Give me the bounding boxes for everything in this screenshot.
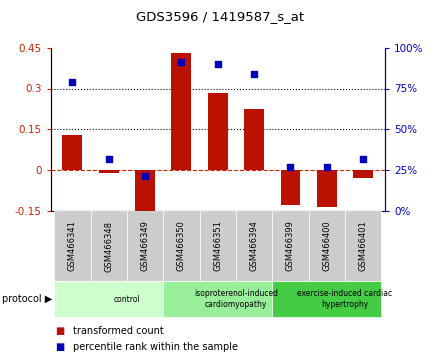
Bar <box>353 170 373 178</box>
Text: control: control <box>114 295 140 304</box>
Text: GDS3596 / 1419587_s_at: GDS3596 / 1419587_s_at <box>136 10 304 23</box>
Text: exercise-induced cardiac
hypertrophy: exercise-induced cardiac hypertrophy <box>297 290 392 309</box>
Text: percentile rank within the sample: percentile rank within the sample <box>73 342 238 352</box>
Text: ■: ■ <box>55 326 64 336</box>
Text: GSM466349: GSM466349 <box>141 221 150 272</box>
Bar <box>309 211 345 281</box>
Text: GSM466350: GSM466350 <box>177 221 186 272</box>
Text: GSM466351: GSM466351 <box>213 221 222 272</box>
Bar <box>163 211 200 281</box>
Bar <box>200 211 236 281</box>
Bar <box>62 135 82 170</box>
Point <box>323 165 330 170</box>
Text: GSM466401: GSM466401 <box>359 221 368 272</box>
Point <box>105 156 112 161</box>
Point <box>359 156 367 161</box>
Bar <box>244 109 264 170</box>
Text: GSM466394: GSM466394 <box>249 221 259 272</box>
Bar <box>272 211 309 281</box>
Point <box>251 71 258 77</box>
Bar <box>272 281 381 317</box>
Bar <box>127 211 163 281</box>
Bar <box>163 281 272 317</box>
Text: GSM466400: GSM466400 <box>323 221 331 272</box>
Bar <box>236 211 272 281</box>
Bar <box>99 170 119 173</box>
Bar <box>91 211 127 281</box>
Bar <box>317 170 337 207</box>
Point <box>287 165 294 170</box>
Bar <box>54 211 91 281</box>
Text: GSM466399: GSM466399 <box>286 221 295 272</box>
Bar <box>135 170 155 220</box>
Text: isoproterenol-induced
cardiomyopathy: isoproterenol-induced cardiomyopathy <box>194 290 278 309</box>
Bar <box>54 281 163 317</box>
Bar <box>281 170 301 205</box>
Text: GSM466348: GSM466348 <box>104 221 113 272</box>
Point <box>142 173 149 179</box>
Bar <box>172 53 191 170</box>
Point <box>214 61 221 67</box>
Text: protocol ▶: protocol ▶ <box>2 294 52 304</box>
Point <box>69 79 76 85</box>
Text: GSM466341: GSM466341 <box>68 221 77 272</box>
Text: transformed count: transformed count <box>73 326 163 336</box>
Bar <box>208 93 228 170</box>
Text: ■: ■ <box>55 342 64 352</box>
Point <box>178 59 185 65</box>
Bar <box>345 211 381 281</box>
